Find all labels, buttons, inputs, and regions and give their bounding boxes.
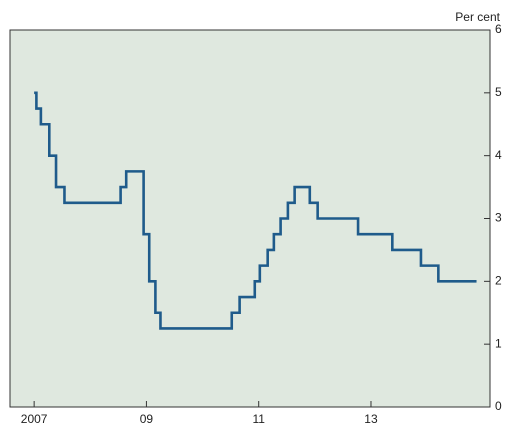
y-axis-label: Per cent <box>455 10 500 24</box>
plot-area <box>10 30 490 407</box>
y-tick-label: 1 <box>495 336 502 350</box>
x-tick-label: 13 <box>364 412 378 426</box>
y-tick-label: 0 <box>495 399 502 413</box>
y-tick-label: 5 <box>495 85 502 99</box>
plot-border <box>9 29 491 408</box>
x-tick-label: 2007 <box>21 412 48 426</box>
y-tick-label: 3 <box>495 211 502 225</box>
y-tick-label: 4 <box>495 148 502 162</box>
data-line <box>34 91 477 330</box>
x-tick-label: 11 <box>252 412 265 426</box>
y-tick-label: 6 <box>495 22 502 36</box>
y-tick-label: 2 <box>495 274 502 288</box>
x-tick-label: 09 <box>140 412 154 426</box>
